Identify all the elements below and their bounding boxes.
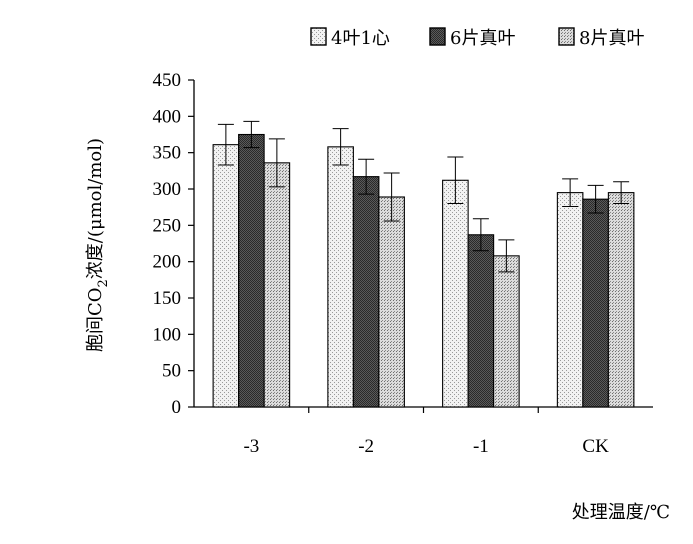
legend: 4叶1心 6片真叶 8片真叶 bbox=[310, 27, 644, 49]
y-tick-label: 350 bbox=[153, 143, 182, 164]
bar-1-CK bbox=[556, 192, 584, 408]
bars-layer bbox=[212, 133, 635, 408]
legend-swatch-3 bbox=[558, 27, 575, 46]
y-tick-label: 250 bbox=[153, 215, 182, 236]
legend-swatch-1 bbox=[310, 27, 327, 46]
y-tick-label: 300 bbox=[153, 179, 182, 200]
bar-2--1 bbox=[467, 234, 495, 408]
y-tick-label: 450 bbox=[153, 70, 182, 91]
x-category-label: -2 bbox=[358, 436, 374, 457]
bar-2--2 bbox=[352, 176, 380, 408]
legend-swatch-2 bbox=[429, 27, 446, 46]
y-axis-title: 胞间CO2浓度/(μmol/mol) bbox=[85, 138, 111, 352]
x-category-label: -3 bbox=[243, 436, 259, 457]
y-tick-label: 200 bbox=[153, 252, 182, 273]
x-axis-title: 处理温度/℃ bbox=[572, 502, 670, 523]
x-category-labels: -3 -2 -1 CK bbox=[243, 436, 609, 457]
bar-1--3 bbox=[212, 144, 240, 408]
y-tick-label: 150 bbox=[153, 288, 182, 309]
y-tick-label: 400 bbox=[153, 106, 182, 127]
legend-label-2: 6片真叶 bbox=[450, 28, 515, 49]
bar-3-CK bbox=[607, 192, 635, 408]
x-category-label: CK bbox=[582, 436, 609, 457]
bar-2-CK bbox=[582, 198, 609, 408]
legend-label-1: 4叶1心 bbox=[331, 28, 390, 49]
bar-1--1 bbox=[442, 179, 469, 408]
y-tick-labels: 0 50 100 150 200 250 300 350 400 450 bbox=[153, 70, 182, 418]
bar-2--3 bbox=[238, 133, 265, 408]
legend-label-3: 8片真叶 bbox=[579, 28, 644, 49]
bar-3--2 bbox=[378, 196, 405, 408]
bar-3--1 bbox=[493, 255, 520, 408]
bar-3--3 bbox=[263, 162, 291, 408]
x-category-label: -1 bbox=[473, 436, 489, 457]
bar-1--2 bbox=[327, 146, 354, 408]
y-tick-label: 50 bbox=[162, 361, 181, 382]
y-tick-label: 0 bbox=[172, 397, 182, 418]
y-tick-label: 100 bbox=[153, 324, 182, 345]
error-bars-layer bbox=[217, 120, 630, 273]
